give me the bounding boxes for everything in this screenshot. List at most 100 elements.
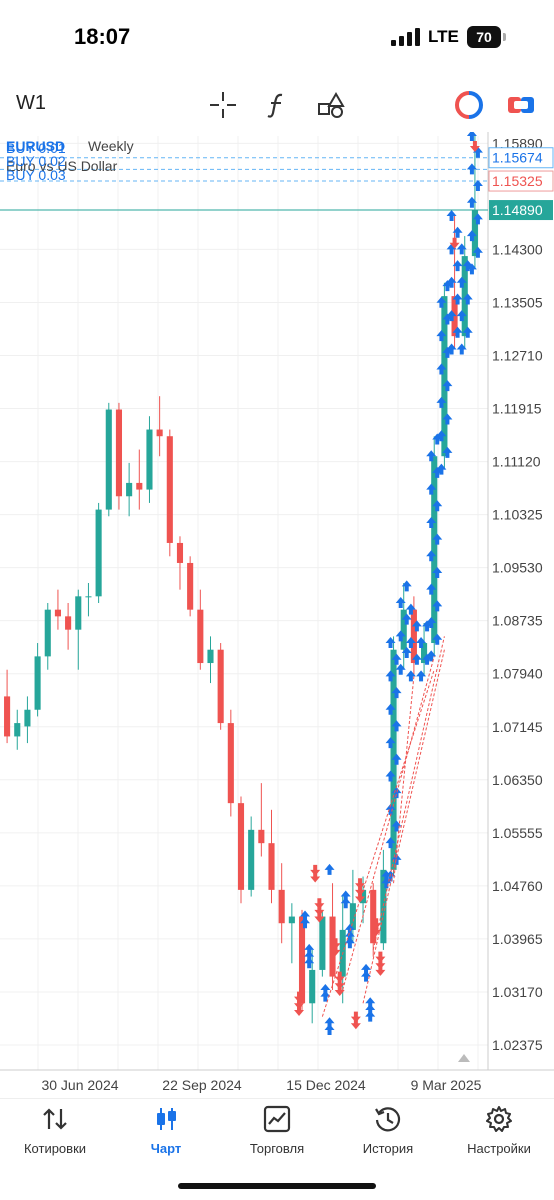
buy-arrow-icon [456, 276, 467, 288]
sell-arrow-icon [355, 891, 366, 903]
buy-arrow-icon [391, 720, 402, 732]
buy-arrow-icon [381, 877, 392, 889]
order-label[interactable]: BUY 0.01 [6, 139, 66, 156]
bottom-navigation: Котировки Чарт Торговля История Настройк… [0, 1098, 554, 1200]
sell-arrow-icon [350, 1011, 361, 1023]
buy-arrow-icon [385, 737, 396, 749]
sell-arrow-icon [294, 1004, 305, 1016]
nav-chart[interactable]: Чарт [111, 1099, 221, 1169]
candle-body [34, 656, 41, 710]
order-label[interactable]: BUY 0.03 [6, 167, 66, 184]
sell-arrow-icon [310, 871, 321, 883]
buy-arrow-icon [452, 326, 463, 338]
price-tag-label: 1.15674 [492, 150, 543, 166]
sell-arrow-icon [310, 864, 321, 876]
objects-icon[interactable] [316, 90, 346, 120]
sell-arrow-icon [355, 878, 366, 890]
price-tick-label: 1.13505 [492, 294, 543, 310]
carrier-label: LTE [428, 27, 459, 46]
price-tick-label: 1.08735 [492, 613, 543, 629]
price-tick-label: 1.05555 [492, 825, 543, 841]
sell-arrow-icon [314, 898, 325, 910]
price-tick-label: 1.14300 [492, 241, 543, 257]
quotes-icon [43, 1108, 67, 1130]
candle-body [370, 889, 377, 944]
candle-body [146, 429, 153, 490]
buy-arrow-icon [416, 637, 427, 649]
candle-body [54, 609, 61, 617]
candle-body [115, 409, 123, 497]
buy-arrow-icon [436, 463, 447, 475]
trade-icon [263, 1105, 291, 1133]
sell-arrow-icon [334, 984, 345, 996]
timeframe-selector[interactable]: W1 [16, 92, 46, 114]
candle-body [95, 509, 102, 597]
buy-arrow-icon [426, 550, 437, 562]
buy-arrow-icon [426, 450, 437, 462]
buy-arrow-icon [442, 280, 453, 292]
sell-arrow-icon [334, 971, 345, 983]
price-tag [488, 147, 554, 169]
sell-arrow-icon [294, 998, 305, 1010]
buy-arrow-icon [472, 180, 483, 192]
buy-arrow-icon [422, 653, 433, 665]
buy-arrow-icon [361, 970, 372, 982]
buy-arrow-icon [401, 647, 412, 659]
price-tick-label: 1.07145 [492, 719, 543, 735]
history-icon [375, 1107, 401, 1132]
chart-toolbar: W1 [0, 78, 554, 132]
price-tick-label: 1.11120 [492, 454, 541, 470]
price-tag [489, 200, 553, 221]
buy-arrow-icon [466, 132, 477, 141]
buy-arrow-icon [411, 653, 422, 665]
crosshair-icon[interactable] [208, 90, 238, 120]
order-label[interactable]: BUY 0.02 [6, 153, 66, 170]
buy-arrow-icon [405, 670, 416, 682]
trade-circle-icon[interactable] [454, 90, 484, 120]
scroll-marker-icon [458, 1054, 470, 1062]
candle-body [441, 296, 448, 457]
buy-arrow-icon [405, 603, 416, 615]
date-tick-label: 22 Sep 2024 [162, 1077, 242, 1093]
buy-arrow-icon [456, 243, 467, 255]
price-tick-label: 1.04760 [492, 878, 543, 894]
price-tick-label: 1.10325 [492, 507, 543, 523]
function-icon[interactable] [262, 90, 292, 120]
symbol-label[interactable]: EURUSD [6, 138, 66, 154]
price-tag-label: 1.14890 [492, 202, 543, 218]
price-chart[interactable]: 1.158901.143001.135051.127101.119151.111… [0, 132, 554, 1098]
buy-arrow-icon [446, 310, 457, 322]
buy-arrow-icon [452, 293, 463, 305]
one-click-icon[interactable] [506, 90, 536, 120]
candle-body [4, 696, 11, 737]
nav-settings[interactable]: Настройки [444, 1099, 554, 1169]
buy-arrow-icon [300, 917, 311, 929]
buy-arrow-icon [391, 753, 402, 765]
candle-body [14, 723, 21, 737]
candle-body [319, 916, 326, 970]
nav-trade[interactable]: Торговля [222, 1099, 332, 1169]
buy-arrow-icon [344, 930, 355, 942]
buy-arrow-icon [395, 630, 406, 642]
trade-connection-line [362, 649, 445, 1004]
candle-body [258, 829, 265, 844]
candle-body [288, 916, 295, 924]
candle-body [421, 643, 428, 664]
home-indicator [178, 1183, 376, 1189]
candle-body [278, 889, 285, 924]
candle-body [166, 436, 173, 543]
nav-quotes[interactable]: Котировки [0, 1099, 110, 1169]
buy-arrow-icon [432, 466, 443, 478]
buy-arrow-icon [432, 533, 443, 545]
buy-arrow-icon [466, 196, 477, 208]
candle-body [136, 482, 143, 490]
candle-body [24, 709, 31, 727]
candle-body [187, 562, 194, 610]
candle-body [85, 596, 92, 598]
buy-arrow-icon [456, 310, 467, 322]
buy-arrow-icon [385, 670, 396, 682]
nav-history[interactable]: История [333, 1099, 443, 1169]
buy-arrow-icon [401, 613, 412, 625]
buy-arrow-icon [446, 210, 457, 222]
candlestick-chart[interactable]: 1.158901.143001.135051.127101.119151.111… [0, 132, 554, 1098]
